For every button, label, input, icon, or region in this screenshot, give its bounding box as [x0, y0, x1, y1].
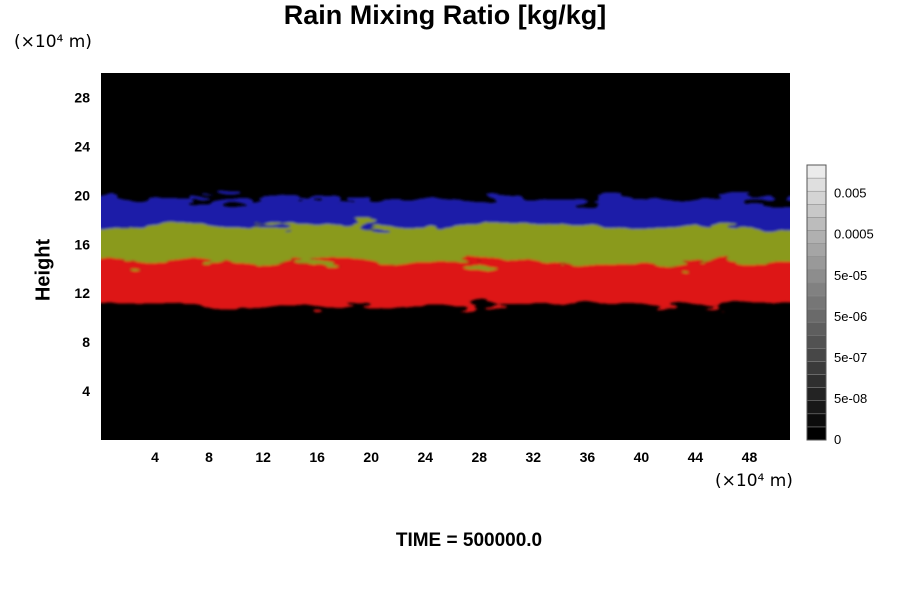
x-axis-unit: (×10⁴ m) [715, 471, 793, 491]
colorbar-label: 0.0005 [834, 227, 874, 242]
y-tick-label: 16 [74, 236, 90, 252]
colorbar-segment [806, 164, 827, 179]
x-tick-label: 4 [151, 449, 159, 465]
x-tick-label: 32 [526, 449, 542, 465]
colorbar-label: 5e-05 [834, 268, 867, 283]
colorbar-segment [806, 256, 827, 271]
colorbar-segment [806, 426, 827, 441]
x-tick-label: 8 [205, 449, 213, 465]
x-tick-label: 16 [309, 449, 325, 465]
colorbar-segment [806, 282, 827, 297]
colorbar-label: 0.005 [834, 186, 867, 201]
colorbar-segment [806, 177, 827, 192]
colorbar-label: 5e-07 [834, 350, 867, 365]
colorbar-segment [806, 334, 827, 349]
colorbar-segment [806, 190, 827, 205]
colorbar-segment [806, 321, 827, 336]
colorbar-segment [806, 348, 827, 362]
y-tick-label: 8 [82, 334, 90, 350]
colorbar-segment [806, 374, 827, 388]
cloud-layer-2 [101, 225, 790, 263]
colorbar-segment [806, 387, 827, 401]
time-annotation: TIME = 500000.0 [395, 530, 543, 551]
colorbar-segment [806, 400, 827, 415]
x-tick-label: 44 [688, 449, 704, 465]
y-tick-label: 20 [74, 187, 90, 203]
y-tick-label: 24 [74, 138, 90, 154]
colorbar-segment [806, 295, 827, 310]
cloud-layer-3 [101, 262, 790, 306]
colorbar-label: 0 [834, 432, 841, 447]
colorbar-frame [806, 164, 827, 441]
colorbar-segment [806, 413, 827, 428]
colorbar-label: 5e-06 [834, 309, 867, 324]
colorbar-segment [806, 243, 827, 257]
y-tick-label: 28 [74, 89, 90, 105]
chart-title: Rain Mixing Ratio [kg/kg] [283, 0, 607, 30]
colorbar-segment [806, 361, 827, 375]
x-tick-label: 24 [417, 449, 433, 465]
x-tick-label: 28 [471, 449, 487, 465]
colorbar-segment [806, 308, 827, 323]
colorbar-label: 5e-08 [834, 391, 867, 406]
colorbar-segment [806, 230, 827, 244]
colorbar-segment [806, 217, 827, 231]
x-tick-label: 12 [255, 449, 271, 465]
colorbar-segment [806, 204, 827, 218]
y-tick-label: 4 [82, 383, 90, 399]
x-tick-label: 20 [363, 449, 379, 465]
x-tick-label: 36 [580, 449, 596, 465]
x-tick-label: 48 [742, 449, 758, 465]
cloud-layer-1 [101, 199, 790, 226]
colorbar-segment [806, 269, 827, 284]
y-tick-label: 12 [74, 285, 90, 301]
x-tick-label: 40 [634, 449, 650, 465]
y-axis-unit: (×10⁴ m) [14, 32, 92, 52]
